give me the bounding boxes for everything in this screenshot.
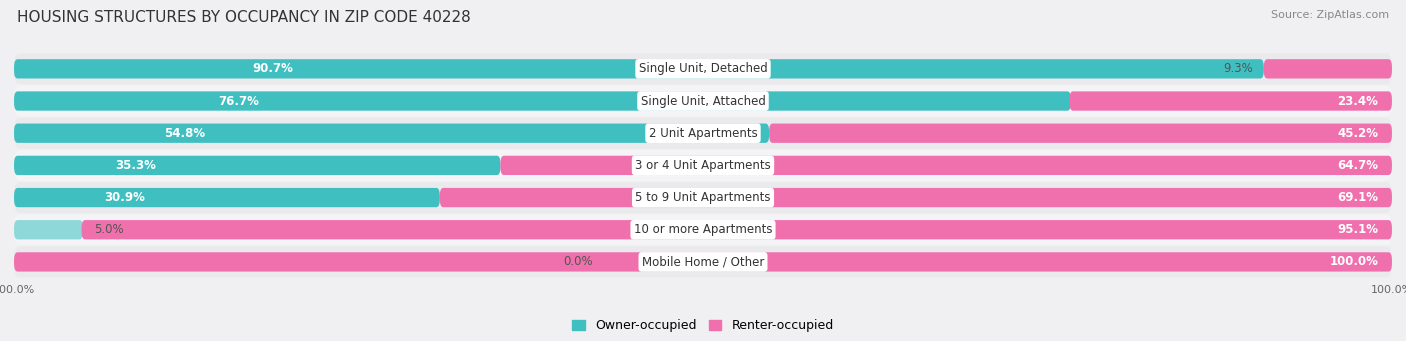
FancyBboxPatch shape — [14, 86, 1392, 117]
FancyBboxPatch shape — [14, 252, 1392, 271]
FancyBboxPatch shape — [14, 91, 1071, 111]
Text: Mobile Home / Other: Mobile Home / Other — [641, 255, 765, 268]
Text: 90.7%: 90.7% — [253, 62, 294, 75]
Text: Source: ZipAtlas.com: Source: ZipAtlas.com — [1271, 10, 1389, 20]
Text: 3 or 4 Unit Apartments: 3 or 4 Unit Apartments — [636, 159, 770, 172]
Text: Single Unit, Detached: Single Unit, Detached — [638, 62, 768, 75]
FancyBboxPatch shape — [14, 182, 1392, 213]
FancyBboxPatch shape — [14, 156, 501, 175]
Text: 10 or more Apartments: 10 or more Apartments — [634, 223, 772, 236]
Text: 2 Unit Apartments: 2 Unit Apartments — [648, 127, 758, 140]
Text: 76.7%: 76.7% — [218, 94, 259, 107]
FancyBboxPatch shape — [14, 214, 1392, 245]
FancyBboxPatch shape — [14, 123, 769, 143]
FancyBboxPatch shape — [14, 150, 1392, 181]
FancyBboxPatch shape — [1070, 91, 1392, 111]
Text: 45.2%: 45.2% — [1337, 127, 1378, 140]
Text: 0.0%: 0.0% — [564, 255, 593, 268]
FancyBboxPatch shape — [1264, 59, 1392, 78]
FancyBboxPatch shape — [440, 188, 1392, 207]
FancyBboxPatch shape — [14, 247, 1392, 277]
Text: Single Unit, Attached: Single Unit, Attached — [641, 94, 765, 107]
Text: 69.1%: 69.1% — [1337, 191, 1378, 204]
FancyBboxPatch shape — [14, 59, 1264, 78]
Text: 23.4%: 23.4% — [1337, 94, 1378, 107]
Text: 54.8%: 54.8% — [163, 127, 205, 140]
FancyBboxPatch shape — [14, 220, 83, 239]
Text: 9.3%: 9.3% — [1223, 62, 1253, 75]
Text: HOUSING STRUCTURES BY OCCUPANCY IN ZIP CODE 40228: HOUSING STRUCTURES BY OCCUPANCY IN ZIP C… — [17, 10, 471, 25]
Text: 30.9%: 30.9% — [104, 191, 145, 204]
FancyBboxPatch shape — [501, 156, 1392, 175]
FancyBboxPatch shape — [14, 54, 1392, 84]
Text: 95.1%: 95.1% — [1337, 223, 1378, 236]
Legend: Owner-occupied, Renter-occupied: Owner-occupied, Renter-occupied — [568, 314, 838, 337]
FancyBboxPatch shape — [82, 220, 1392, 239]
FancyBboxPatch shape — [14, 188, 440, 207]
Text: 5 to 9 Unit Apartments: 5 to 9 Unit Apartments — [636, 191, 770, 204]
Text: 5.0%: 5.0% — [94, 223, 124, 236]
Text: 64.7%: 64.7% — [1337, 159, 1378, 172]
Text: 100.0%: 100.0% — [1329, 255, 1378, 268]
FancyBboxPatch shape — [14, 118, 1392, 149]
Text: 35.3%: 35.3% — [115, 159, 156, 172]
FancyBboxPatch shape — [769, 123, 1392, 143]
